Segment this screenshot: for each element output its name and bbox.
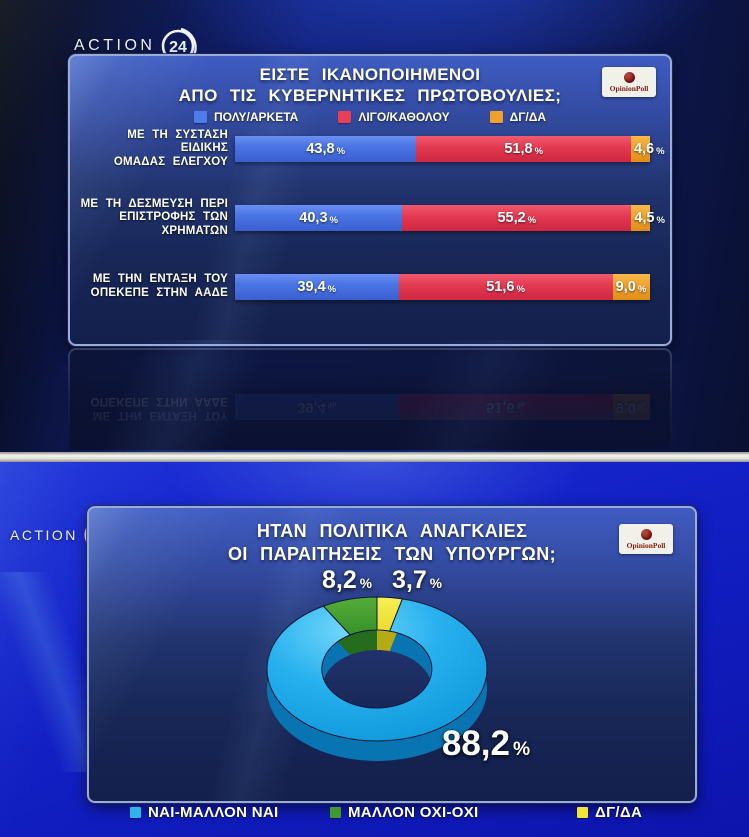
segment-value: 4,6 xyxy=(633,141,655,157)
category-label: ΜΕ ΤΗ ΣΥΣΤΑΣΗ ΕΙΔΙΚΗΣ ΟΜΑΔΑΣ ΕΛΕΓΧΟΥ xyxy=(113,128,228,168)
title-line-1: ΗΤΑΝ ΠΟΛΙΤΙΚΑ ΑΝΑΓΚΑΙΕΣ xyxy=(256,521,528,541)
segment-ligo-katholou: 51,8% xyxy=(416,136,631,162)
legend-swatch-green xyxy=(330,807,341,818)
section-divider xyxy=(0,452,749,462)
category-label: ΜΕ ΤΗ ΔΕΣΜΕΥΣΗ ΠΕΡΙ ΕΠΙΣΤΡΟΦΗΣ ΤΩΝ ΧΡΗΜΑ… xyxy=(80,197,228,237)
poll-frame-resignations: ACTION 24 ΗΤΑΝ ΠΟΛΙΤΙΚΑ ΑΝΑΓΚΑΙΕΣ ΟΙ ΠΑΡ… xyxy=(0,462,749,837)
opinionpoll-dot-icon xyxy=(640,528,652,540)
opinionpoll-dot-icon xyxy=(623,71,635,83)
donut-slice-yes xyxy=(266,598,488,742)
legend-item-dgda: ΔΓ/ΔΑ xyxy=(577,804,642,821)
stacked-bar: 39,4% 51,6% 9,0% xyxy=(235,274,650,300)
poll-question-title: ΕΙΣΤΕ ΙΚΑΝΟΠΟΙΗΜΕΝΟΙ ΑΠΟ ΤΙΣ ΚΥΒΕΡΝΗΤΙΚΕ… xyxy=(70,64,670,107)
legend-swatch-orange xyxy=(489,111,503,123)
channel-name-text: ACTION xyxy=(74,37,156,54)
legend-item-dgda: ΔΓ/ΔΑ xyxy=(489,110,547,124)
legend-item-nai: ΝΑΙ-ΜΑΛΛΟΝ ΝΑΙ xyxy=(130,804,278,821)
poll-frame-satisfaction: ACTION 24 ΕΙΣΤΕ ΙΚΑΝΟΠΟΙΗΜΕΝΟΙ ΑΠΟ ΤΙΣ Κ… xyxy=(0,0,749,452)
stacked-bar: 40,3% 55,2% 4,5% xyxy=(235,205,665,231)
segment-poly-arketa: 39,4% xyxy=(235,274,399,300)
percent-sign: % xyxy=(656,214,665,226)
segment-dgda: 4,6% xyxy=(630,136,665,162)
percent-sign: % xyxy=(359,576,372,591)
percent-sign: % xyxy=(637,283,647,295)
legend-item-oxi: ΜΑΛΛΟΝ ΟΧΙ-ΟΧΙ xyxy=(330,804,478,821)
reflection-fade xyxy=(68,348,672,450)
category-label: ΜΕ ΤΗΝ ΕΝΤΑΞΗ ΤΟΥ ΟΠΕΚΕΠΕ ΣΤΗΝ ΑΑΔΕ xyxy=(90,273,228,299)
donut-legend: ΝΑΙ-ΜΑΛΛΟΝ ΝΑΙ ΜΑΛΛΟΝ ΟΧΙ-ΟΧΙ ΔΓ/ΔΑ xyxy=(0,804,749,828)
percent-sign: % xyxy=(336,145,346,157)
segment-ligo-katholou: 55,2% xyxy=(402,205,632,231)
percent-sign: % xyxy=(429,576,442,591)
panel-reflection: ΜΕ ΤΗΝ ΕΝΤΑΞΗ ΤΟΥ ΟΠΕΚΕΠΕ ΣΤΗΝ ΑΑΔΕ 39,4… xyxy=(68,348,672,450)
title-line-2: ΑΠΟ ΤΙΣ ΚΥΒΕΡΝΗΤΙΚΕΣ ΠΡΩΤΟΒΟΥΛΙΕΣ; xyxy=(178,86,562,106)
segment-value: 40,3 xyxy=(299,210,328,226)
bar-row-systasi-omadas: ΜΕ ΤΗ ΣΥΣΤΑΣΗ ΕΙΔΙΚΗΣ ΟΜΑΔΑΣ ΕΛΕΓΧΟΥ 43,… xyxy=(80,129,665,168)
percent-sign: % xyxy=(516,283,525,295)
opinionpoll-label: OpinionPoll xyxy=(626,540,666,550)
legend-item-poly-arketa: ΠΟΛΥ/ΑΡΚΕΤΑ xyxy=(193,110,299,124)
value-label-cyan: 88,2% xyxy=(441,724,531,763)
percent-sign: % xyxy=(656,145,665,157)
segment-dgda: 9,0% xyxy=(612,274,650,300)
title-line-1: ΕΙΣΤΕ ΙΚΑΝΟΠΟΙΗΜΕΝΟΙ xyxy=(259,65,481,84)
stacked-bar: 43,8% 51,8% 4,6% xyxy=(235,136,665,162)
opinionpoll-logo: OpinionPoll xyxy=(602,67,656,97)
value-label-green: 8,2% xyxy=(322,566,372,594)
legend-label: ΔΓ/ΔΑ xyxy=(509,110,547,124)
value-label-yellow: 3,7% xyxy=(392,566,442,594)
donut-slice-dk xyxy=(376,596,403,632)
legend-swatch-red xyxy=(338,111,352,123)
legend-swatch-yellow xyxy=(577,807,588,818)
segment-value: 51,8 xyxy=(504,141,533,157)
bar-legend: ΠΟΛΥ/ΑΡΚΕΤΑ ΛΙΓΟ/ΚΑΘΟΛΟΥ ΔΓ/ΔΑ xyxy=(70,110,670,124)
channel-24-emblem: 24 xyxy=(162,27,198,63)
legend-swatch-blue xyxy=(193,111,207,123)
opinionpoll-logo: OpinionPoll xyxy=(619,524,673,554)
legend-label: ΠΟΛΥ/ΑΡΚΕΤΑ xyxy=(213,110,299,124)
action24-logo: ACTION 24 xyxy=(74,24,203,68)
bar-row-entaksi-opekepe: ΜΕ ΤΗΝ ΕΝΤΑΞΗ ΤΟΥ ΟΠΕΚΕΠΕ ΣΤΗΝ ΑΑΔΕ 39,4… xyxy=(80,273,650,300)
percent-sign: % xyxy=(329,214,338,226)
segment-ligo-katholou: 51,6% xyxy=(398,274,613,300)
legend-swatch-cyan xyxy=(130,807,141,818)
legend-label: ΔΓ/ΔΑ xyxy=(595,804,643,821)
donut-chart xyxy=(266,596,488,761)
segment-poly-arketa: 43,8% xyxy=(235,136,417,162)
legend-label: ΛΙΓΟ/ΚΑΘΟΛΟΥ xyxy=(358,110,450,124)
segment-value: 9,0 xyxy=(615,279,636,295)
bar-poll-panel: ΕΙΣΤΕ ΙΚΑΝΟΠΟΙΗΜΕΝΟΙ ΑΠΟ ΤΙΣ ΚΥΒΕΡΝΗΤΙΚΕ… xyxy=(68,54,672,346)
segment-value: 4,5 xyxy=(634,210,655,226)
percent-sign: % xyxy=(534,145,544,157)
bar-row-desmeysi-epistrofis: ΜΕ ΤΗ ΔΕΣΜΕΥΣΗ ΠΕΡΙ ΕΠΙΣΤΡΟΦΗΣ ΤΩΝ ΧΡΗΜΑ… xyxy=(80,198,665,237)
percent-sign: % xyxy=(513,739,531,760)
donut-poll-panel: ΗΤΑΝ ΠΟΛΙΤΙΚΑ ΑΝΑΓΚΑΙΕΣ ΟΙ ΠΑΡΑΙΤΗΣΕΙΣ Τ… xyxy=(87,506,697,803)
title-line-2: ΟΙ ΠΑΡΑΙΤΗΣΕΙΣ ΤΩΝ ΥΠΟΥΡΓΩΝ; xyxy=(227,543,556,564)
legend-label: ΝΑΙ-ΜΑΛΛΟΝ ΝΑΙ xyxy=(148,804,279,821)
poll-question-title: ΗΤΑΝ ΠΟΛΙΤΙΚΑ ΑΝΑΓΚΑΙΕΣ ΟΙ ΠΑΡΑΙΤΗΣΕΙΣ Τ… xyxy=(89,520,695,565)
segment-value: 51,6 xyxy=(486,279,515,295)
legend-item-ligo-katholou: ΛΙΓΟ/ΚΑΘΟΛΟΥ xyxy=(338,110,450,124)
segment-value: 43,8 xyxy=(306,141,335,157)
segment-value: 55,2 xyxy=(497,210,526,226)
percent-sign: % xyxy=(327,283,337,295)
opinionpoll-label: OpinionPoll xyxy=(609,83,649,93)
segment-dgda: 4,5% xyxy=(631,205,665,231)
segment-value: 39,4 xyxy=(297,279,326,295)
channel-name-text: ACTION xyxy=(10,527,78,543)
percent-sign: % xyxy=(527,214,537,226)
segment-poly-arketa: 40,3% xyxy=(235,205,403,231)
svg-text:24: 24 xyxy=(170,39,188,56)
legend-label: ΜΑΛΛΟΝ ΟΧΙ-ΟΧΙ xyxy=(348,804,479,821)
